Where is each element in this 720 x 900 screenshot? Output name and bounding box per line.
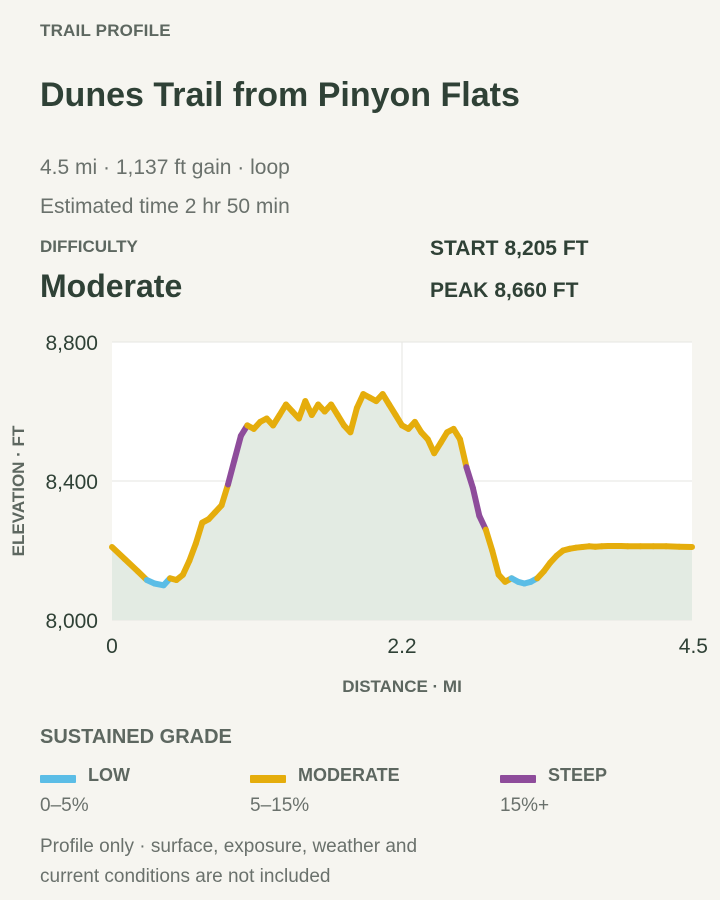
y-tick-label: 8,800 (45, 332, 98, 355)
legend-title: SUSTAINED GRADE (40, 726, 232, 748)
start-label: START (430, 237, 499, 260)
profile-segment-moderate (489, 547, 502, 578)
profile-segment-moderate (482, 526, 496, 554)
start-value: 8,205 FT (504, 237, 589, 260)
y-axis-label: ELEVATION · FT (9, 425, 28, 556)
trail-summary: 4.5 mi · 1,137 ft gain · loop (40, 156, 290, 179)
section-eyebrow: TRAIL PROFILE (40, 21, 171, 40)
low-swatch (40, 775, 76, 783)
profile-segment-steep (225, 457, 238, 488)
x-tick-label: 2.2 (387, 635, 416, 658)
steep-swatch (500, 775, 536, 783)
peak-label: PEAK (430, 279, 489, 302)
profile-segment-moderate (347, 405, 360, 436)
peak-elevation: PEAK 8,660 FT (430, 279, 578, 303)
peak-value: 8,660 FT (494, 279, 579, 302)
elevation-chart: 8,000 8,400 8,800 0 2.2 4.5 DISTANCE · MI ELEVA… (9, 332, 708, 696)
trail-title: Dunes Trail from Pinyon Flats (40, 76, 520, 114)
difficulty-label: DIFFICULTY (40, 237, 138, 256)
legend-label-steep: STEEP (548, 765, 608, 785)
moderate-swatch (250, 775, 286, 783)
x-tick-label: 4.5 (679, 635, 708, 658)
profile-segment-steep (469, 485, 483, 519)
footnote: Profile only · surface, exposure, weathe… (40, 836, 418, 887)
legend-range-steep: 15%+ (500, 795, 550, 816)
estimated-time: Estimated time 2 hr 50 min (40, 195, 290, 218)
legend-label-moderate: MODERATE (298, 765, 400, 785)
difficulty-value: Moderate (40, 268, 183, 304)
legend-range-low: 0–5% (40, 795, 89, 816)
x-axis-label: DISTANCE · MI (342, 677, 462, 696)
y-tick-label: 8,000 (45, 610, 98, 633)
start-elevation: START 8,205 FT (430, 237, 588, 261)
profile-segment-moderate (218, 481, 231, 509)
legend-label-low: LOW (88, 765, 130, 785)
y-tick-label: 8,400 (45, 471, 98, 494)
profile-segment-moderate (186, 540, 199, 564)
elevation-area (112, 394, 692, 620)
profile-segment-steep (463, 464, 476, 491)
x-tick-label: 0 (106, 635, 118, 658)
profile-segment-moderate (192, 519, 206, 547)
legend-range-moderate: 5–15% (250, 795, 310, 816)
profile-segment-steep (231, 432, 244, 464)
profile-segment-moderate (457, 436, 470, 471)
